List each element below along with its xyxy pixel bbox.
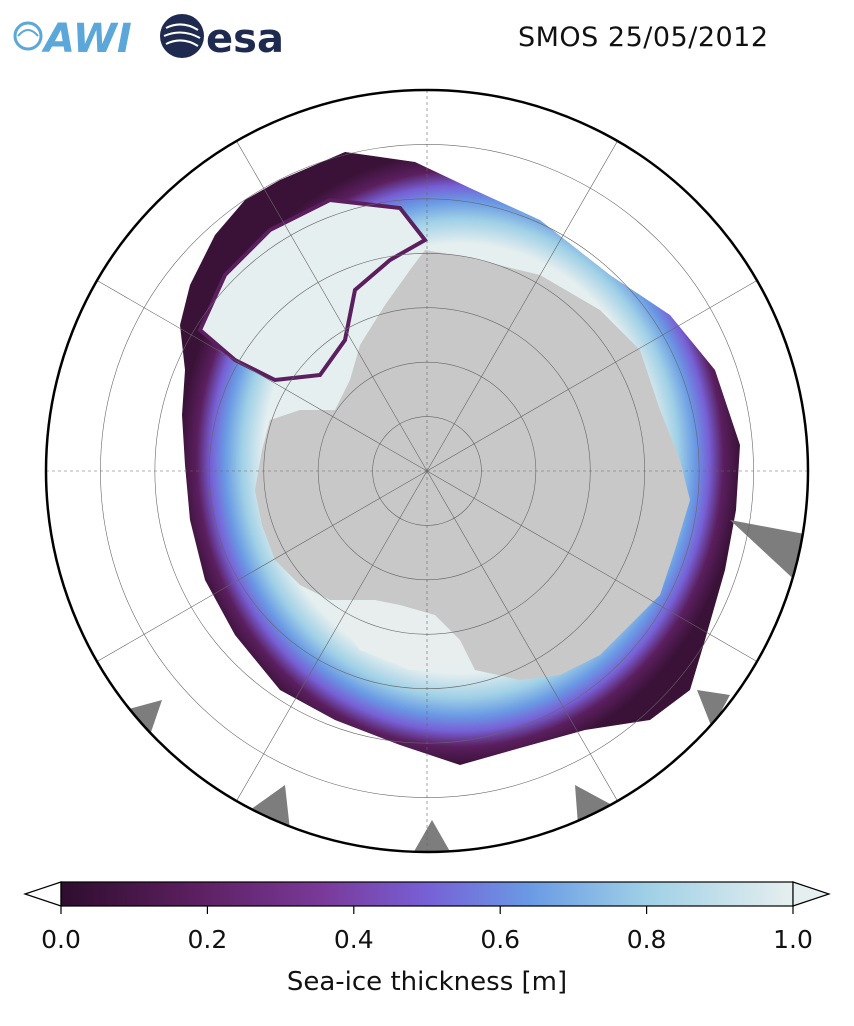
meridian-line — [426, 470, 618, 802]
colorbar-tick-label: 0.6 — [480, 925, 520, 954]
antarctica-land — [255, 250, 690, 680]
no-data-wedge — [697, 690, 730, 728]
awi-logo: AWI — [13, 16, 132, 62]
parallel-circle — [208, 252, 646, 690]
map-boundary — [44, 88, 810, 854]
meridian-line — [236, 470, 428, 802]
map-content — [46, 90, 808, 852]
colorbar-extend-low — [23, 881, 62, 907]
meridian-line — [96, 280, 428, 472]
graticule — [46, 90, 808, 852]
colorbar-extend-high — [792, 881, 831, 907]
parallel-circle — [100, 144, 754, 798]
polar-map — [44, 88, 810, 854]
parallel-circle — [154, 198, 700, 744]
sea-ice-weddell-inner — [197, 197, 428, 383]
esa-logo: esa — [160, 14, 284, 62]
parallel-circle — [263, 307, 591, 635]
colorbar-label: Sea-ice thickness [m] — [287, 967, 567, 997]
meridian-line — [426, 140, 618, 472]
meridian-line — [426, 470, 758, 662]
awi-logo-text: AWI — [41, 16, 132, 62]
meridian-line — [96, 470, 428, 662]
logo-bar: AWI esa — [13, 14, 284, 62]
colorbar-tick-label: 1.0 — [773, 925, 813, 954]
colorbar-gradient — [60, 881, 794, 907]
parallel-circle — [317, 361, 537, 581]
esa-logo-text: esa — [206, 16, 284, 62]
parallel-circle — [372, 416, 482, 526]
no-data-wedge — [250, 785, 290, 830]
meridian-line — [426, 280, 758, 472]
no-data-wedge — [575, 785, 612, 825]
colorbar-tick-label: 0.4 — [334, 925, 374, 954]
meridian-line — [236, 140, 428, 472]
colorbar-tick-label: 0.2 — [188, 925, 228, 954]
colorbar-tick-label: 0.8 — [627, 925, 667, 954]
colorbar-tick-label: 0.0 — [41, 925, 81, 954]
no-data-wedge — [730, 520, 808, 585]
colorbar-ticks: 0.0 0.2 0.4 0.6 0.8 1.0 — [41, 906, 813, 954]
no-data-wedge — [125, 700, 162, 735]
page-title: SMOS 25/05/2012 — [518, 22, 769, 53]
colorbar: 0.0 0.2 0.4 0.6 0.8 1.0 Sea-ice thickness [m] — [23, 881, 831, 997]
no-data-wedge — [412, 820, 452, 852]
